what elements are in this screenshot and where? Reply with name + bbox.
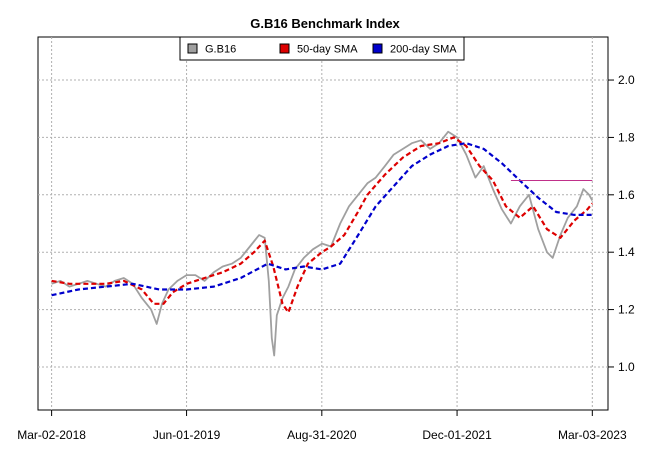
plot-area [37,36,609,411]
x-tick-label: Aug-31-2020 [287,428,357,442]
legend-swatch [372,43,383,54]
x-tick-label: Jun-01-2019 [153,428,221,442]
legend-label: 200-day SMA [390,44,457,56]
y-tick-label: 2.0 [618,73,635,87]
grid [38,37,608,410]
series-line-200-day-sma [51,142,593,297]
y-axis: 1.0 1.2 1.4 1.6 1.8 2.0 [608,73,635,374]
legend-label: 50-day SMA [297,44,358,56]
legend: G.B16 50-day SMA 200-day SMA [179,36,465,61]
y-tick-label: 1.2 [618,303,635,317]
y-tick-label: 1.6 [618,188,635,202]
y-tick-label: 1.0 [618,360,635,374]
legend-box [179,36,465,61]
series-line-50-day-sma [51,136,594,314]
x-axis: Mar-02-2018 Jun-01-2019 Aug-31-2020 Dec-01-… [17,410,627,442]
x-tick-label: Dec-01-2021 [422,428,492,442]
y-tick-label: 1.4 [618,245,635,259]
series-line-g-b16 [51,130,594,357]
legend-swatch [187,43,198,54]
chart-title: G.B16 Benchmark Index [250,16,400,31]
y-tick-label: 1.8 [618,130,635,144]
series [51,130,594,357]
legend-label: G.B16 [205,44,236,56]
x-tick-label: Mar-02-2018 [17,428,86,442]
x-tick-label: Mar-03-2023 [558,428,627,442]
legend-swatch [279,43,290,54]
